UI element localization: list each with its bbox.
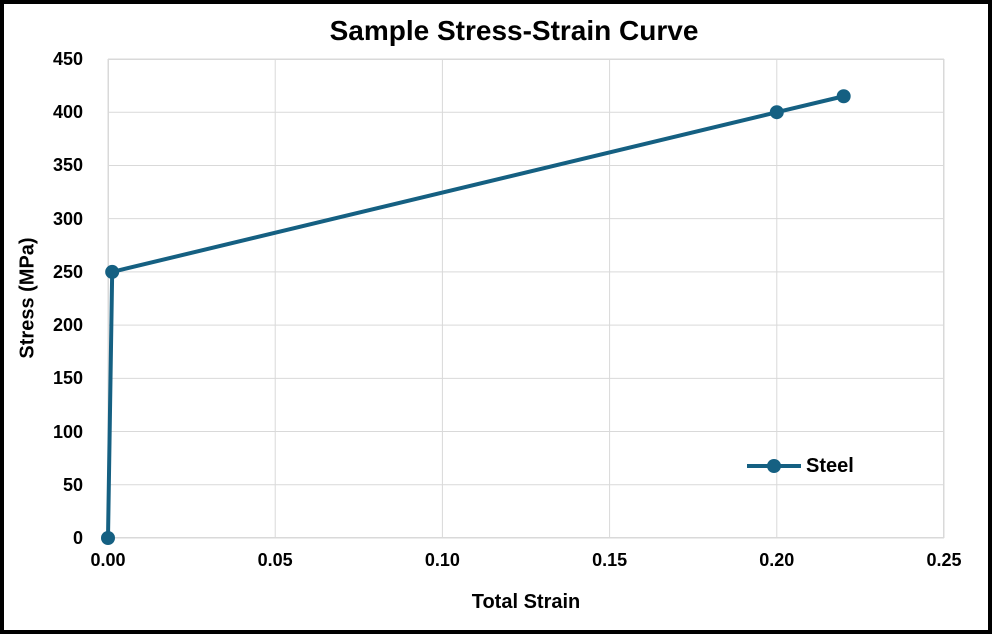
x-axis-title: Total Strain — [471, 591, 581, 613]
legend-series-label: Steel — [806, 455, 854, 477]
y-tick-label: 350 — [52, 155, 83, 176]
plot-area — [101, 58, 945, 545]
legend-line-marker-icon — [747, 459, 801, 473]
y-axis-title: Stress (MPa) — [16, 237, 39, 359]
y-tick-label: 400 — [52, 102, 83, 123]
chart-title: Sample Stress-Strain Curve — [329, 15, 699, 46]
y-tick-label: 0 — [72, 528, 83, 548]
x-tick-label: 0.20 — [759, 550, 795, 570]
x-tick-label: 0.15 — [592, 550, 628, 570]
x-tick-label: 0.05 — [257, 550, 293, 570]
y-tick-label: 200 — [52, 315, 83, 336]
legend: Steel — [746, 452, 854, 480]
y-tick-label: 300 — [52, 208, 83, 229]
x-tick-label: 0.00 — [90, 550, 126, 570]
y-tick-label: 150 — [52, 368, 83, 389]
y-tick-label: 250 — [52, 261, 83, 282]
x-tick-label: 0.25 — [926, 550, 962, 570]
y-tick-label: 100 — [52, 421, 83, 442]
y-tick-label: 50 — [62, 474, 83, 495]
x-tick-label: 0.10 — [424, 550, 460, 570]
y-tick-label: 450 — [52, 49, 83, 69]
